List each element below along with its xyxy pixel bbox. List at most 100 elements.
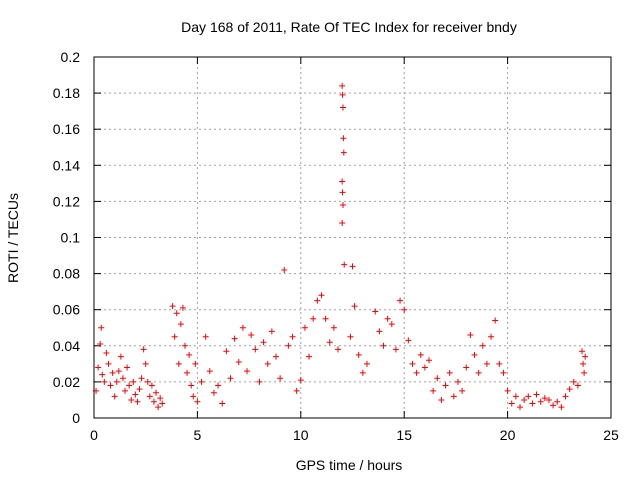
data-point — [138, 375, 145, 382]
data-point — [231, 335, 238, 342]
data-point — [318, 292, 325, 299]
data-point — [512, 393, 519, 400]
data-point — [219, 400, 226, 407]
data-point — [376, 328, 383, 335]
data-point — [223, 348, 230, 355]
data-point — [97, 340, 104, 347]
plot-frame — [93, 56, 612, 419]
data-point — [202, 333, 209, 340]
data-point — [192, 360, 199, 367]
data-point — [525, 393, 532, 400]
x-tick-label: 25 — [603, 427, 619, 443]
data-point — [517, 404, 524, 411]
data-point — [281, 266, 288, 273]
data-point — [256, 378, 263, 385]
data-point — [146, 393, 153, 400]
y-tick-label: 0.08 — [53, 266, 80, 282]
data-point — [227, 375, 234, 382]
data-point — [153, 389, 160, 396]
data-point — [157, 395, 164, 402]
y-tick-label: 0.14 — [53, 157, 80, 173]
data-point — [566, 386, 573, 393]
data-point — [397, 297, 404, 304]
data-point — [173, 310, 180, 317]
data-point — [581, 369, 588, 376]
data-point — [330, 324, 337, 331]
data-point — [285, 342, 292, 349]
data-point — [471, 351, 478, 358]
data-point — [339, 178, 346, 185]
y-tick-label: 0 — [72, 410, 80, 426]
data-point — [340, 149, 347, 156]
data-point — [550, 402, 557, 409]
x-tick-label: 20 — [500, 427, 516, 443]
data-point — [130, 378, 137, 385]
data-point — [310, 315, 317, 322]
data-point — [107, 382, 114, 389]
data-point — [134, 398, 141, 405]
data-point — [175, 360, 182, 367]
data-point — [545, 396, 552, 403]
data-point — [475, 369, 482, 376]
data-point — [438, 396, 445, 403]
data-point — [119, 375, 126, 382]
data-point — [155, 404, 162, 411]
data-point — [248, 331, 255, 338]
data-point — [103, 350, 110, 357]
data-point — [446, 369, 453, 376]
data-point — [430, 387, 437, 394]
data-point — [128, 396, 135, 403]
data-point — [388, 321, 395, 328]
data-point — [488, 333, 495, 340]
data-point — [198, 378, 205, 385]
y-tick-label: 0.1 — [61, 230, 81, 246]
data-point — [98, 324, 105, 331]
data-point — [339, 220, 346, 227]
y-tick-label: 0.06 — [53, 302, 80, 318]
data-point — [297, 377, 304, 384]
data-point — [483, 360, 490, 367]
data-point — [322, 315, 329, 322]
data-point — [235, 359, 242, 366]
data-point — [580, 360, 587, 367]
data-point — [181, 342, 188, 349]
data-point — [142, 360, 149, 367]
data-point — [351, 303, 358, 310]
data-point — [148, 382, 155, 389]
data-point — [537, 398, 544, 405]
data-point — [562, 393, 569, 400]
data-point — [450, 393, 457, 400]
data-point — [171, 333, 178, 340]
x-axis-ticks: 0 5 10 15 20 25 — [90, 57, 619, 443]
data-point — [264, 360, 271, 367]
data-point — [111, 393, 118, 400]
data-point — [109, 369, 116, 376]
data-point — [169, 303, 176, 310]
data-point — [215, 382, 222, 389]
data-point — [384, 315, 391, 322]
data-point — [504, 387, 511, 394]
data-point — [252, 346, 259, 353]
x-tick-label: 5 — [194, 427, 202, 443]
x-tick-label: 0 — [90, 427, 98, 443]
data-point — [126, 382, 133, 389]
data-point — [340, 135, 347, 142]
data-point — [463, 364, 470, 371]
data-point — [434, 375, 441, 382]
data-point — [339, 202, 346, 209]
y-tick-label: 0.16 — [53, 121, 80, 137]
data-point — [529, 400, 536, 407]
data-point — [150, 398, 157, 405]
data-point — [372, 308, 379, 315]
data-point — [124, 364, 131, 371]
data-point — [326, 339, 333, 346]
data-point — [459, 387, 466, 394]
data-point — [405, 337, 412, 344]
data-point — [496, 360, 503, 367]
data-point — [339, 82, 346, 89]
data-point — [95, 364, 102, 371]
data-point — [347, 333, 354, 340]
y-axis-ticks: 0 0.02 0.04 0.06 0.08 0.1 0.12 0.14 0.16 0.18 0.2 — [53, 49, 611, 426]
data-point — [239, 324, 246, 331]
